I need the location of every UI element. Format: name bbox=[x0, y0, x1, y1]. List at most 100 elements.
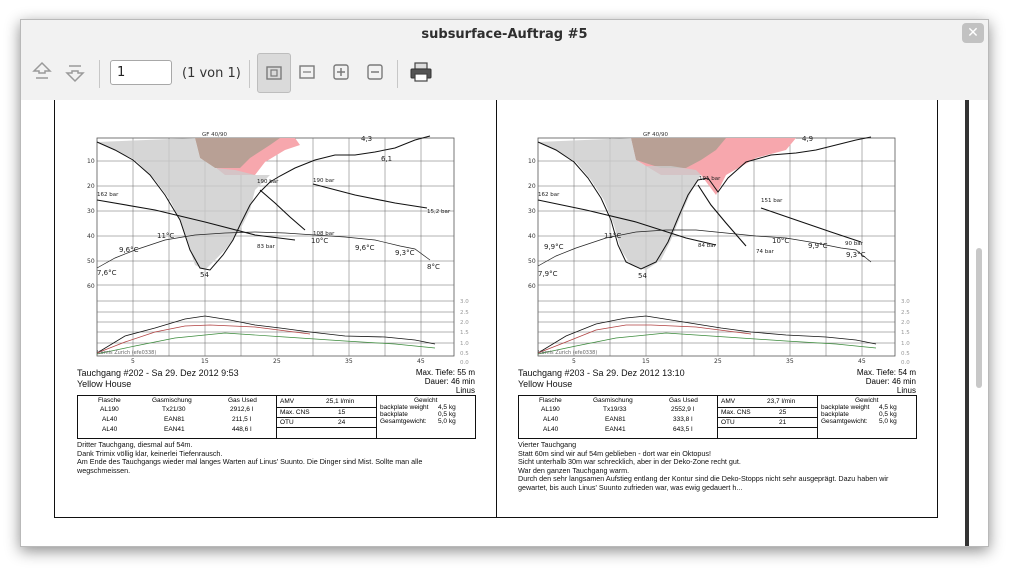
dive-header: Tauchgang #203 - Sa 29. Dez 2012 13:10 bbox=[518, 368, 685, 378]
cns-label: Max. CNS bbox=[721, 409, 751, 416]
svg-text:60: 60 bbox=[87, 283, 95, 290]
window-title: subsurface-Auftrag #5 bbox=[421, 27, 588, 42]
svg-text:Uemis Zurich (efe0338): Uemis Zurich (efe0338) bbox=[97, 350, 156, 356]
cell: 0,5 kg bbox=[438, 411, 456, 418]
svg-text:3.0: 3.0 bbox=[460, 299, 469, 305]
svg-text:50: 50 bbox=[528, 258, 536, 265]
vertical-scrollbar[interactable] bbox=[976, 248, 982, 388]
svg-text:9,9°C: 9,9°C bbox=[808, 242, 828, 250]
cell: 448,6 l bbox=[232, 426, 252, 433]
weight-header: Gewicht bbox=[855, 397, 879, 404]
svg-text:74 bar: 74 bar bbox=[756, 249, 775, 255]
svg-text:45: 45 bbox=[417, 358, 425, 365]
previous-page-button[interactable] bbox=[26, 56, 58, 88]
svg-text:35: 35 bbox=[786, 358, 794, 365]
print-preview-area: GF 40/90 10 20 30 40 50 60 5 15 25 35 45 3.0 2.5… bbox=[21, 100, 988, 546]
dive-site: Yellow House bbox=[77, 379, 132, 389]
zoom-out-button[interactable] bbox=[359, 56, 391, 88]
svg-text:15: 15 bbox=[642, 358, 650, 365]
svg-text:2.5: 2.5 bbox=[460, 310, 469, 316]
page-count-label: (1 von 1) bbox=[182, 66, 241, 81]
amv-label: AMV bbox=[721, 398, 736, 405]
svg-text:10: 10 bbox=[87, 158, 95, 165]
gas-table: Flasche Gasmischung Gas Used AL190 Tx19/… bbox=[518, 395, 917, 439]
up-arrow-icon bbox=[32, 61, 52, 79]
cell: 4,5 kg bbox=[879, 404, 897, 411]
weight-header: Gewicht bbox=[414, 397, 438, 404]
col-flasche: Flasche bbox=[98, 397, 121, 404]
svg-text:11°C: 11°C bbox=[604, 232, 621, 240]
fit-page-button[interactable] bbox=[257, 53, 291, 93]
svg-text:40: 40 bbox=[87, 233, 95, 240]
next-page-button[interactable] bbox=[59, 56, 91, 88]
svg-text:2.5: 2.5 bbox=[901, 310, 910, 316]
cell: 4,5 kg bbox=[438, 404, 456, 411]
svg-text:10: 10 bbox=[528, 158, 536, 165]
svg-text:9,3°C: 9,3°C bbox=[395, 249, 415, 257]
svg-text:9,6°C: 9,6°C bbox=[355, 244, 375, 252]
col-gas-used: Gas Used bbox=[228, 397, 257, 404]
dive-stats: Max. Tiefe: 54 m Dauer: 46 min Linus bbox=[857, 368, 916, 395]
cell: 211,5 l bbox=[232, 416, 252, 423]
svg-text:Uemis Zurich (efe0338): Uemis Zurich (efe0338) bbox=[538, 350, 597, 356]
svg-text:1.0: 1.0 bbox=[460, 341, 469, 347]
svg-text:0.0: 0.0 bbox=[901, 360, 910, 366]
svg-text:3.0: 3.0 bbox=[901, 299, 910, 305]
dive-notes: Dritter Tauchgang, diesmal auf 54m. Dank… bbox=[77, 440, 423, 475]
fit-width-icon bbox=[299, 65, 315, 79]
buddy: Linus bbox=[455, 386, 475, 395]
cell: 643,5 l bbox=[673, 426, 693, 433]
cell: EAN81 bbox=[605, 416, 626, 423]
cell: 333,8 l bbox=[673, 416, 693, 423]
svg-text:45: 45 bbox=[858, 358, 866, 365]
dive-stats: Max. Tiefe: 55 m Dauer: 46 min Linus bbox=[416, 368, 475, 395]
svg-text:15,2 bar: 15,2 bar bbox=[427, 209, 451, 215]
svg-text:9,3°C: 9,3°C bbox=[846, 251, 866, 259]
printer-icon bbox=[410, 62, 432, 82]
svg-text:20: 20 bbox=[528, 183, 536, 190]
svg-text:50: 50 bbox=[87, 258, 95, 265]
fit-page-icon bbox=[266, 66, 282, 80]
zoom-in-icon bbox=[333, 64, 349, 80]
cell: backplate weight bbox=[821, 404, 870, 411]
svg-text:GF 40/90: GF 40/90 bbox=[202, 132, 228, 138]
otu-label: OTU bbox=[721, 419, 735, 426]
cell: Tx19/33 bbox=[603, 406, 627, 413]
cell: Gesamtgewicht: bbox=[380, 418, 427, 425]
amv-value: 23,7 l/min bbox=[767, 398, 796, 405]
svg-text:10°C: 10°C bbox=[311, 237, 328, 245]
cell: AL40 bbox=[543, 416, 559, 423]
print-button[interactable] bbox=[405, 56, 437, 88]
svg-text:4,3: 4,3 bbox=[361, 135, 372, 143]
svg-text:190 bar: 190 bar bbox=[257, 179, 279, 185]
col-gasmischung: Gasmischung bbox=[593, 397, 633, 404]
svg-text:162 bar: 162 bar bbox=[538, 192, 560, 198]
page-number-input[interactable] bbox=[110, 60, 172, 85]
svg-text:0.5: 0.5 bbox=[460, 351, 469, 357]
svg-text:5: 5 bbox=[131, 358, 135, 365]
svg-text:0.5: 0.5 bbox=[901, 351, 910, 357]
cell: backplate bbox=[380, 411, 408, 418]
cell: 2552,9 l bbox=[671, 406, 695, 413]
gas-table: Flasche Gasmischung Gas Used AL190 Tx21/… bbox=[77, 395, 476, 439]
down-arrow-icon bbox=[65, 65, 85, 83]
fit-width-button[interactable] bbox=[291, 56, 323, 88]
cell: AL190 bbox=[100, 406, 119, 413]
close-button[interactable]: ✕ bbox=[962, 23, 984, 43]
dive-header: Tauchgang #202 - Sa 29. Dez 2012 9:53 bbox=[77, 368, 239, 378]
cell: 0,5 kg bbox=[879, 411, 897, 418]
max-depth: Max. Tiefe: 55 m bbox=[415, 368, 475, 377]
col-gasmischung: Gasmischung bbox=[152, 397, 192, 404]
svg-text:30: 30 bbox=[87, 208, 95, 215]
amv-label: AMV bbox=[280, 398, 295, 405]
svg-text:108 bar: 108 bar bbox=[313, 231, 335, 237]
svg-text:162 bar: 162 bar bbox=[97, 192, 119, 198]
svg-text:84 bar: 84 bar bbox=[698, 243, 717, 249]
zoom-in-button[interactable] bbox=[325, 56, 357, 88]
svg-text:0.0: 0.0 bbox=[460, 360, 469, 366]
svg-text:30: 30 bbox=[528, 208, 536, 215]
cell: EAN81 bbox=[164, 416, 185, 423]
svg-text:90 bar: 90 bar bbox=[845, 241, 864, 247]
dive-profile-chart: GF 40/90 10 20 30 40 50 60 5 15 25 35 45 3.0 2.5… bbox=[87, 132, 469, 366]
cell: AL40 bbox=[543, 426, 559, 433]
